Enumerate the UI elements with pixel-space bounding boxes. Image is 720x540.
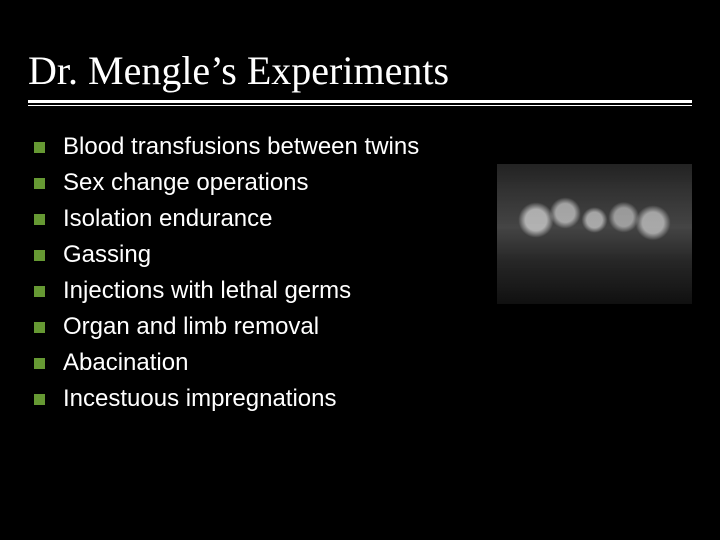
slide: Dr. Mengle’s Experiments Blood transfusi…	[0, 0, 720, 540]
bullet-icon	[34, 178, 45, 189]
list-item: Isolation endurance	[28, 204, 489, 234]
bullet-text: Sex change operations	[63, 168, 309, 198]
bullet-icon	[34, 142, 45, 153]
list-item: Abacination	[28, 348, 489, 378]
bullet-icon	[34, 250, 45, 261]
bullet-text: Isolation endurance	[63, 204, 272, 234]
bullet-text: Injections with lethal germs	[63, 276, 351, 306]
bullet-icon	[34, 286, 45, 297]
list-item: Gassing	[28, 240, 489, 270]
bullet-list: Blood transfusions between twins Sex cha…	[28, 132, 489, 420]
bullet-text: Blood transfusions between twins	[63, 132, 419, 162]
title-block: Dr. Mengle’s Experiments	[28, 48, 692, 106]
bullet-text: Abacination	[63, 348, 188, 378]
list-item: Incestuous impregnations	[28, 384, 489, 414]
list-item: Sex change operations	[28, 168, 489, 198]
body-row: Blood transfusions between twins Sex cha…	[28, 132, 692, 420]
bullet-icon	[34, 358, 45, 369]
bullet-text: Organ and limb removal	[63, 312, 319, 342]
title-rule-thin	[28, 105, 692, 106]
historical-photo	[497, 164, 692, 304]
bullet-text: Incestuous impregnations	[63, 384, 337, 414]
bullet-icon	[34, 214, 45, 225]
slide-title: Dr. Mengle’s Experiments	[28, 48, 692, 94]
title-rule-thick	[28, 100, 692, 103]
list-item: Blood transfusions between twins	[28, 132, 489, 162]
bullet-icon	[34, 394, 45, 405]
bullet-text: Gassing	[63, 240, 151, 270]
list-item: Organ and limb removal	[28, 312, 489, 342]
bullet-icon	[34, 322, 45, 333]
list-item: Injections with lethal germs	[28, 276, 489, 306]
